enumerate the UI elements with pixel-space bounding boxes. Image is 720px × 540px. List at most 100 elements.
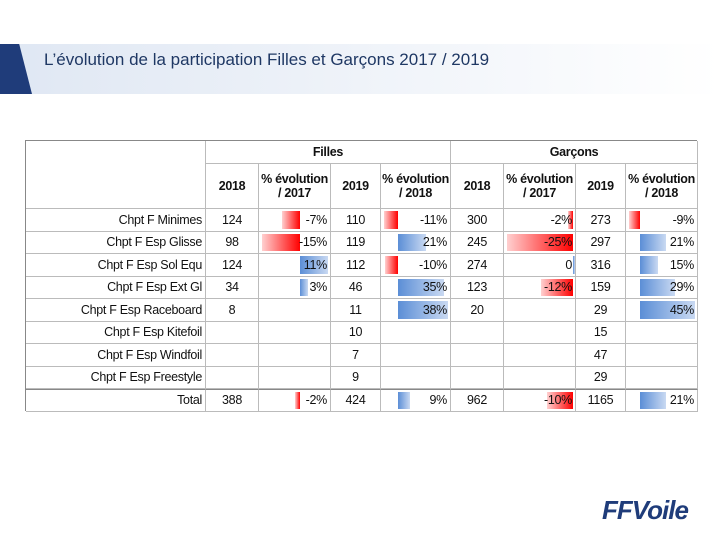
cell-text: 38% (422, 302, 447, 317)
count-cell: 300 (451, 209, 504, 232)
percent-cell (259, 344, 331, 367)
percent-cell (259, 299, 331, 322)
percent-cell: -11% (381, 209, 451, 232)
cell-text: 388 (222, 393, 242, 408)
data-bar (546, 392, 573, 409)
cell-text: 8 (228, 302, 236, 317)
cell-text: 11% (303, 257, 328, 272)
header-line: % évolution (506, 172, 573, 186)
count-cell (451, 321, 504, 344)
group-header: Garçons (451, 141, 698, 164)
count-cell: 15 (576, 321, 626, 344)
count-cell: 7 (331, 344, 381, 367)
count-cell: 316 (576, 254, 626, 277)
header-line: 2019 (342, 179, 369, 193)
cell-text: 1165 (587, 393, 614, 408)
count-cell: 29 (576, 299, 626, 322)
cell-text: -2% (550, 212, 573, 227)
cell-text: -7% (305, 212, 328, 227)
count-cell: 29 (576, 366, 626, 389)
header-line: % évolution (628, 172, 695, 186)
cell-text: 123 (467, 280, 487, 295)
column-header: % évolution/ 2017 (504, 164, 576, 209)
title-band (0, 44, 720, 94)
header-line: % évolution (261, 172, 328, 186)
count-cell: 10 (331, 321, 381, 344)
count-cell (206, 344, 259, 367)
row-label: Total (26, 389, 206, 412)
cell-text: 273 (590, 212, 611, 227)
cell-text: 316 (590, 257, 611, 272)
percent-cell: 15% (626, 254, 698, 277)
count-cell (206, 321, 259, 344)
percent-cell: -10% (381, 254, 451, 277)
percent-cell: 29% (626, 276, 698, 299)
count-cell: 98 (206, 231, 259, 254)
data-bar (384, 211, 399, 229)
column-header: % évolution/ 2017 (259, 164, 331, 209)
data-bar (295, 392, 301, 409)
percent-cell: 3% (259, 276, 331, 299)
data-bar (507, 233, 573, 251)
count-cell: 274 (451, 254, 504, 277)
cell-text: -15% (299, 235, 327, 250)
count-cell: 11 (331, 299, 381, 322)
count-cell: 34 (206, 276, 259, 299)
count-cell (451, 366, 504, 389)
header-line: % évolution (382, 172, 449, 186)
count-cell: 245 (451, 231, 504, 254)
data-bar (398, 392, 411, 409)
percent-cell: 21% (381, 231, 451, 254)
column-header: 2019 (576, 164, 626, 209)
count-cell: 1165 (576, 389, 626, 412)
header-line: 2019 (587, 179, 614, 193)
percent-cell: 38% (381, 299, 451, 322)
percent-cell: 0 (504, 254, 576, 277)
percent-cell (504, 321, 576, 344)
percent-cell: -2% (504, 209, 576, 232)
cell-text: -2% (305, 393, 328, 408)
percent-cell: -7% (259, 209, 331, 232)
cell-text: 119 (345, 235, 366, 250)
count-cell: 159 (576, 276, 626, 299)
row-label: Chpt F Esp Kitefoil (26, 321, 206, 344)
cell-text: 10 (348, 325, 363, 340)
cell-text: 11 (349, 302, 362, 317)
percent-cell (381, 344, 451, 367)
percent-cell (626, 321, 698, 344)
cell-text: 29 (593, 370, 608, 385)
percent-cell: 9% (381, 389, 451, 412)
data-bar (398, 233, 426, 251)
header-line: / 2018 (645, 186, 678, 200)
percent-cell (381, 321, 451, 344)
cell-text: 21% (669, 235, 694, 250)
data-bar (300, 278, 308, 296)
data-bar (262, 233, 301, 251)
data-bar (398, 278, 445, 296)
header-line: 2018 (463, 179, 491, 193)
cell-text: -10% (419, 257, 447, 272)
cell-text: -9% (672, 212, 695, 227)
count-cell: 124 (206, 209, 259, 232)
count-cell: 119 (331, 231, 381, 254)
percent-cell: 21% (626, 389, 698, 412)
column-header: % évolution/ 2018 (381, 164, 451, 209)
percent-cell (381, 366, 451, 389)
group-header: Filles (206, 141, 451, 164)
cell-text: 962 (467, 393, 487, 408)
cell-text: 45% (669, 302, 694, 317)
title: L’évolution de la participation Filles e… (44, 50, 490, 69)
count-cell: 110 (331, 209, 381, 232)
cell-text: 29 (593, 302, 608, 317)
count-cell: 424 (331, 389, 381, 412)
count-cell: 47 (576, 344, 626, 367)
count-cell: 388 (206, 389, 259, 412)
count-cell: 112 (331, 254, 381, 277)
percent-cell (626, 366, 698, 389)
percent-cell: -9% (626, 209, 698, 232)
cell-text: 245 (467, 235, 487, 250)
cell-text: 7 (352, 347, 359, 362)
data-bar (640, 392, 666, 409)
count-cell: 123 (451, 276, 504, 299)
percent-cell: 21% (626, 231, 698, 254)
